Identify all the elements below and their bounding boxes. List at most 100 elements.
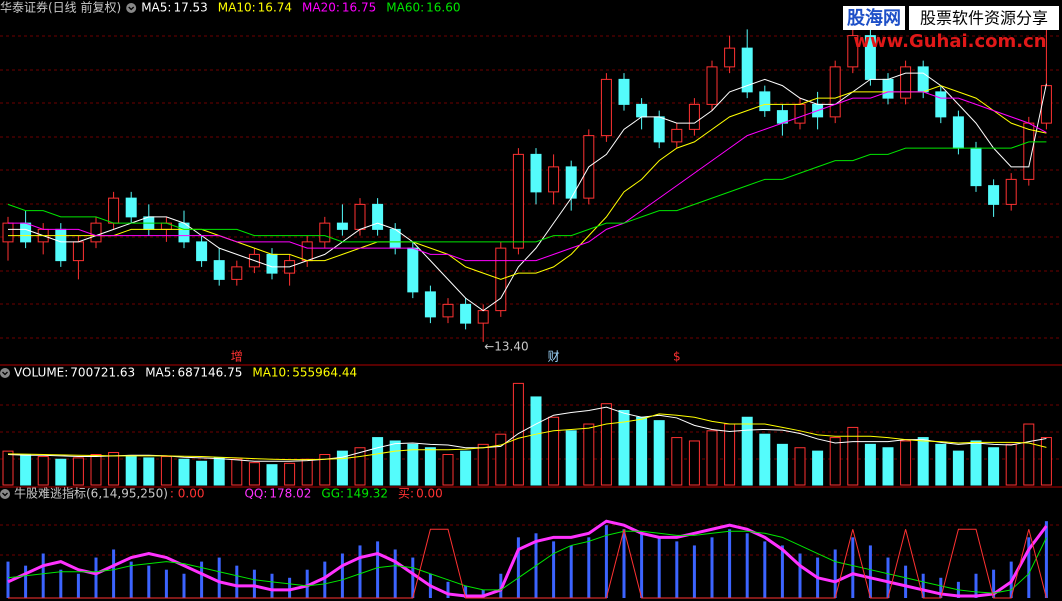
volume-bar (389, 440, 401, 486)
indicator-bar (323, 561, 327, 598)
header-text: 牛股难逃指标(6,14,95,250) (14, 486, 168, 501)
header-text: 17.53 (173, 1, 207, 15)
candle-body (108, 197, 120, 224)
indicator-bar (604, 525, 608, 598)
indicator-bar (710, 537, 714, 598)
candle-body (319, 222, 331, 243)
volume-bar (776, 443, 788, 486)
volume-bar (724, 423, 736, 486)
volume-bar (952, 450, 964, 486)
volume-bar (108, 451, 120, 486)
header-text: 149.32 (346, 487, 388, 501)
candle-body (354, 203, 366, 230)
volume-bar (935, 443, 947, 486)
volume-bar (301, 458, 313, 486)
menu-chevron (128, 6, 135, 11)
indicator-line (7, 519, 1048, 598)
volume-bar (460, 450, 472, 486)
candle-body (477, 310, 489, 324)
indicator-bar (481, 589, 485, 598)
indicator-bar (235, 565, 239, 598)
candle-body (600, 78, 612, 137)
candle-body (530, 153, 542, 193)
indicator-bar (252, 569, 256, 598)
header-text: MA5: (141, 1, 171, 15)
indicator-bar (200, 561, 204, 598)
candle-body (196, 241, 208, 262)
indicator-bar (76, 573, 80, 598)
volume-bar (847, 426, 859, 486)
candle-body (336, 222, 348, 230)
candle-body (988, 185, 1000, 205)
volume-bar (143, 457, 155, 486)
candle-body (952, 116, 964, 149)
candle-body (231, 266, 243, 280)
logo-box (843, 6, 905, 30)
menu-icon (0, 368, 10, 378)
candle-body (90, 222, 102, 243)
header-text: 华泰证券(日线 前复权) (0, 0, 121, 15)
plot-area: ←13.40 增 财 $ (2, 16, 1052, 599)
slogan-box (909, 6, 1059, 30)
candle-body (407, 247, 419, 293)
indicator-bar (305, 569, 309, 598)
indicator-line (8, 85, 1047, 280)
indicator-bar (974, 573, 978, 598)
volume-bar (636, 416, 648, 486)
volume-bar (1023, 423, 1035, 486)
indicator-bar (112, 549, 116, 598)
logo: 股海网 (846, 7, 901, 29)
menu-icon (0, 489, 10, 499)
candle-body (847, 35, 859, 68)
volume-bar (988, 447, 1000, 486)
indicator-bar (657, 537, 661, 598)
volume-bar (688, 440, 700, 486)
indicator-bar (499, 573, 503, 598)
header-text: 16.60 (426, 1, 460, 15)
candle-body (653, 116, 665, 143)
volume-bar (600, 403, 612, 486)
header-text: 555964.44 (292, 366, 357, 380)
candle-body (829, 66, 841, 118)
volume-bar (407, 443, 419, 486)
candle-body (55, 228, 67, 262)
indicator-bar (217, 557, 221, 598)
indicator-bar (992, 569, 996, 598)
indicator-bar (921, 573, 925, 598)
header-text: 16.75 (342, 1, 376, 15)
candle-body (724, 47, 736, 68)
header-text: 178.02 (269, 487, 311, 501)
indicator-bar (833, 549, 837, 598)
volume-bar (794, 447, 806, 486)
candle-body (2, 222, 14, 243)
volume-bar (829, 437, 841, 486)
volume-bar (55, 458, 67, 486)
candle-body (565, 166, 577, 199)
candle-body (266, 253, 278, 274)
indicator-bar (763, 541, 767, 598)
url: www.Guhai.com.cn (853, 31, 1046, 52)
volume-bar (1005, 443, 1017, 486)
volume-bar (354, 447, 366, 486)
candle-body (1040, 85, 1052, 124)
indicator-bar (1027, 537, 1031, 598)
indicator-line (7, 413, 1047, 461)
candle-body (618, 78, 630, 105)
indicator-bar (622, 529, 626, 598)
event-marker: 财 (548, 350, 560, 364)
volume-bar (812, 450, 824, 486)
indicator-bar (393, 549, 397, 598)
candle-body (741, 47, 753, 93)
volume-bar (248, 462, 260, 486)
candle-body (688, 103, 700, 130)
volume-bar (424, 447, 436, 486)
indicator-bar (569, 545, 573, 598)
annotation: ←13.40 (484, 339, 528, 353)
volume-bar (741, 416, 753, 486)
candle-body (460, 303, 472, 324)
candle-body (424, 291, 436, 318)
indicator-bar (24, 565, 28, 598)
volume-bar (160, 456, 172, 486)
indicator-bar (376, 541, 380, 598)
